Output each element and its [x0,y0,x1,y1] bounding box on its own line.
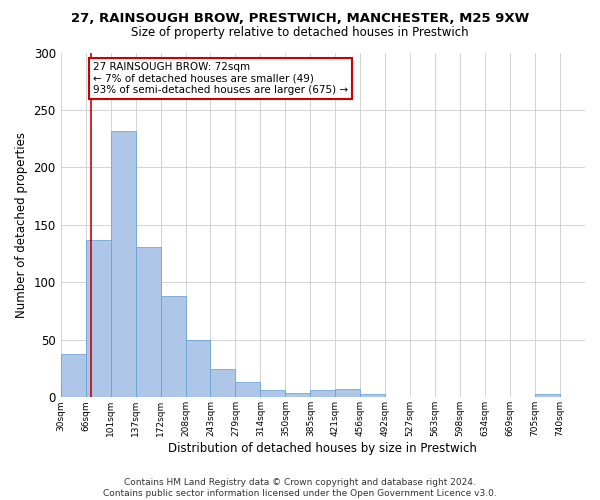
Bar [161,296,185,398]
Bar [310,390,335,398]
Text: Contains HM Land Registry data © Crown copyright and database right 2024.
Contai: Contains HM Land Registry data © Crown c… [103,478,497,498]
Bar [235,382,260,398]
Bar [286,392,310,398]
Text: Size of property relative to detached houses in Prestwich: Size of property relative to detached ho… [131,26,469,39]
Bar [185,340,211,398]
Bar [535,394,560,398]
Bar [86,240,110,398]
Bar [335,389,360,398]
Bar [360,394,385,398]
Text: 27, RAINSOUGH BROW, PRESTWICH, MANCHESTER, M25 9XW: 27, RAINSOUGH BROW, PRESTWICH, MANCHESTE… [71,12,529,26]
Bar [61,354,86,398]
Bar [110,130,136,398]
X-axis label: Distribution of detached houses by size in Prestwich: Distribution of detached houses by size … [169,442,477,455]
Y-axis label: Number of detached properties: Number of detached properties [15,132,28,318]
Text: 27 RAINSOUGH BROW: 72sqm
← 7% of detached houses are smaller (49)
93% of semi-de: 27 RAINSOUGH BROW: 72sqm ← 7% of detache… [93,62,348,95]
Bar [136,246,161,398]
Bar [260,390,286,398]
Bar [211,368,235,398]
